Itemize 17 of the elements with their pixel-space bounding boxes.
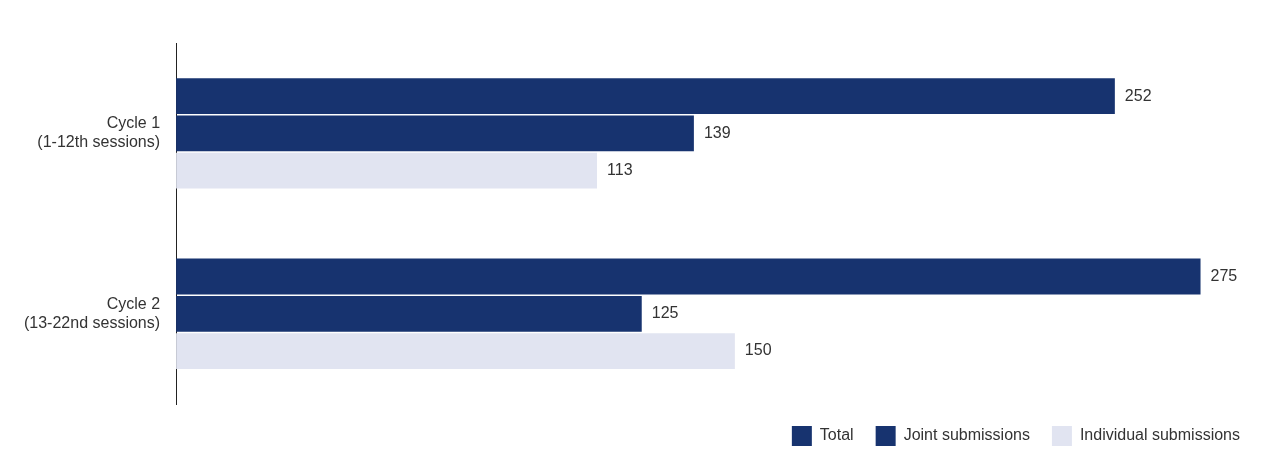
bar xyxy=(176,333,735,369)
y-tick-label: Cycle 2 (13-22nd sessions) xyxy=(23,294,161,331)
data-label: 150 xyxy=(744,341,772,359)
data-label: 125 xyxy=(651,304,679,322)
data-label: 252 xyxy=(1124,86,1152,104)
bar xyxy=(176,258,1201,295)
bar xyxy=(176,295,642,332)
legend-label: Individual submissions xyxy=(1079,426,1240,444)
legend-label: Joint submissions xyxy=(903,426,1030,444)
bar xyxy=(176,152,598,189)
bar xyxy=(176,78,1115,115)
legend-label: Total xyxy=(819,426,854,444)
y-tick-label: Cycle 1 (1-12th sessions) xyxy=(37,114,161,151)
data-label: 113 xyxy=(607,161,633,179)
data-label: 275 xyxy=(1210,266,1238,284)
data-label: 139 xyxy=(703,123,731,141)
bar xyxy=(176,115,694,152)
